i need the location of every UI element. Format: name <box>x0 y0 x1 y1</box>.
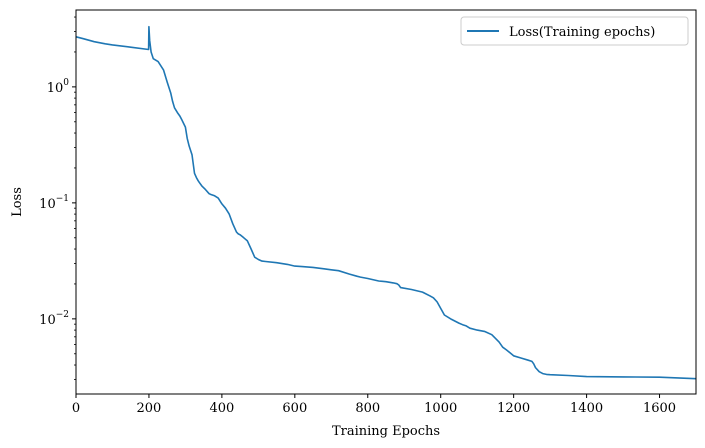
x-tick-label: 1400 <box>570 401 603 416</box>
series-layer <box>75 25 697 380</box>
x-tick-label: 1200 <box>497 401 530 416</box>
y-tick-label: 100 <box>47 78 70 96</box>
plot-frame <box>75 9 697 395</box>
y-axis-label: Loss <box>10 187 25 217</box>
y-tick-label: 10−2 <box>39 310 69 328</box>
legend-box <box>460 16 689 46</box>
y-tick-label-base: 10 <box>39 197 56 212</box>
y-tick-label-exponent: −2 <box>56 310 69 320</box>
x-axis-ticks: 0 200 400 600 800 1000 1200 1400 1600 <box>72 394 676 416</box>
y-tick-label: 10−1 <box>39 194 69 212</box>
y-tick-label-base: 10 <box>47 81 64 96</box>
x-tick-label: 1000 <box>424 401 457 416</box>
x-tick-label: 600 <box>282 401 307 416</box>
y-tick-label-exponent: −1 <box>56 194 69 204</box>
y-tick-label-base: 10 <box>39 313 56 328</box>
x-axis-label: Training Epochs <box>332 424 440 439</box>
y-tick-label-exponent: 0 <box>63 78 69 88</box>
x-tick-label: 1600 <box>643 401 676 416</box>
legend-label: Loss(Training epochs) <box>509 25 655 40</box>
x-tick-label: 0 <box>72 401 80 416</box>
x-tick-label: 200 <box>137 401 162 416</box>
x-tick-label: 800 <box>355 401 380 416</box>
x-tick-label: 400 <box>209 401 234 416</box>
legend: Loss(Training epochs) <box>460 16 689 46</box>
series-line-0 <box>75 25 697 380</box>
